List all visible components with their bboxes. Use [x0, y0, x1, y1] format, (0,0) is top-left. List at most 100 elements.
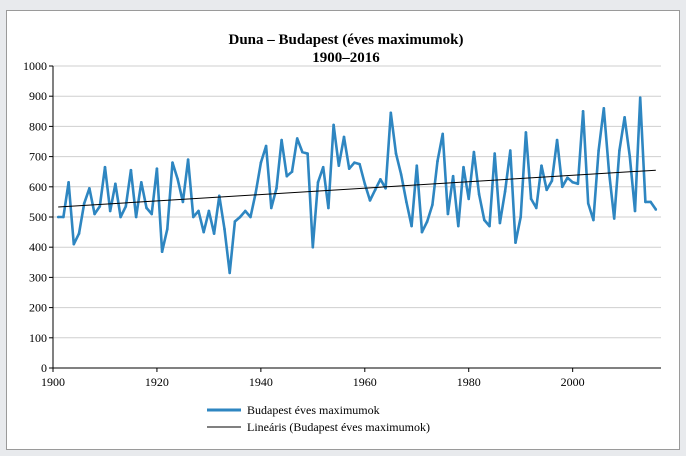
y-tick-label: 300 — [29, 270, 47, 284]
data-point — [295, 137, 299, 140]
data-point — [72, 242, 76, 246]
data-point — [171, 161, 174, 164]
data-point — [550, 179, 554, 183]
data-point — [56, 215, 60, 219]
data-point — [62, 215, 65, 219]
data-point — [223, 227, 226, 231]
legend-label-budapest: Budapest éves maximumok — [247, 403, 380, 417]
data-point — [425, 220, 429, 223]
x-tick-label: 1940 — [249, 375, 273, 389]
data-point — [363, 182, 367, 186]
data-point — [394, 152, 398, 155]
data-point — [524, 131, 528, 134]
data-point — [566, 176, 569, 180]
data-point — [576, 182, 580, 186]
data-point — [327, 206, 330, 210]
data-point — [477, 193, 481, 196]
data-point — [389, 111, 393, 115]
data-point — [654, 208, 658, 211]
data-point — [306, 152, 309, 155]
data-point — [134, 215, 138, 219]
data-point — [233, 220, 237, 223]
data-point — [462, 165, 465, 169]
y-tick-label: 900 — [29, 89, 47, 103]
data-point — [472, 150, 476, 154]
y-tick-label: 100 — [29, 331, 47, 345]
data-point — [202, 230, 206, 234]
data-point — [540, 164, 543, 167]
y-tick-label: 700 — [29, 150, 47, 164]
data-point — [321, 165, 325, 169]
data-point — [420, 230, 424, 234]
x-tick-label: 2000 — [561, 375, 585, 389]
y-tick-label: 1000 — [23, 59, 47, 73]
data-point — [176, 177, 180, 181]
data-point — [405, 200, 408, 204]
data-point — [259, 161, 263, 164]
data-point — [457, 224, 460, 228]
data-point — [612, 217, 616, 220]
x-tick-label: 1980 — [457, 375, 481, 389]
data-point — [415, 164, 419, 167]
data-point — [410, 224, 413, 228]
data-point — [555, 138, 559, 142]
data-point — [275, 187, 278, 190]
data-point — [93, 212, 96, 216]
data-point — [238, 215, 242, 219]
data-point — [399, 173, 403, 177]
trend-line — [58, 169, 656, 208]
data-point — [508, 149, 512, 152]
chart-subtitle: 1900–2016 — [312, 50, 380, 66]
y-tick-label: 400 — [29, 240, 47, 254]
data-point — [467, 197, 471, 201]
data-point — [368, 199, 372, 202]
data-point — [498, 221, 502, 225]
data-point — [337, 164, 341, 167]
data-point — [519, 215, 522, 219]
data-point — [155, 167, 159, 170]
data-point — [633, 209, 637, 213]
data-point — [228, 271, 231, 275]
data-point — [166, 227, 169, 231]
x-tick-label: 1960 — [353, 375, 377, 389]
data-point — [217, 194, 221, 198]
data-point — [249, 215, 252, 219]
data-point — [483, 218, 486, 222]
data-point — [285, 174, 289, 178]
data-point — [534, 206, 538, 210]
data-point — [160, 250, 164, 254]
y-tick-label: 0 — [41, 361, 47, 375]
legend-label-trend: Lineáris (Budapest éves maximumok) — [247, 420, 430, 434]
y-tick-label: 200 — [29, 301, 47, 315]
data-point — [446, 212, 450, 216]
data-point — [82, 202, 86, 205]
data-point — [212, 232, 216, 235]
data-point — [623, 116, 626, 119]
data-point — [311, 245, 315, 249]
chart-frame: Duna – Budapest (éves maximumok) 1900–20… — [6, 10, 680, 450]
data-point — [451, 174, 455, 178]
data-point — [571, 180, 574, 184]
data-point — [384, 187, 387, 190]
data-point — [145, 206, 148, 210]
data-point — [597, 149, 600, 152]
data-point — [602, 106, 606, 110]
data-point — [347, 167, 351, 170]
data-point — [586, 202, 590, 205]
y-tick-label: 500 — [29, 210, 47, 224]
data-point — [88, 187, 91, 190]
data-point — [441, 132, 445, 136]
data-point — [431, 203, 434, 207]
data-point — [197, 209, 200, 213]
data-point — [628, 155, 632, 158]
data-point — [150, 212, 154, 216]
data-point — [379, 177, 382, 181]
data-point — [649, 200, 652, 204]
data-point — [269, 206, 273, 210]
data-point — [301, 150, 304, 154]
data-point — [342, 135, 346, 139]
data-point — [103, 165, 107, 169]
data-point — [186, 158, 190, 161]
data-point — [264, 144, 268, 148]
data-point — [358, 162, 361, 166]
